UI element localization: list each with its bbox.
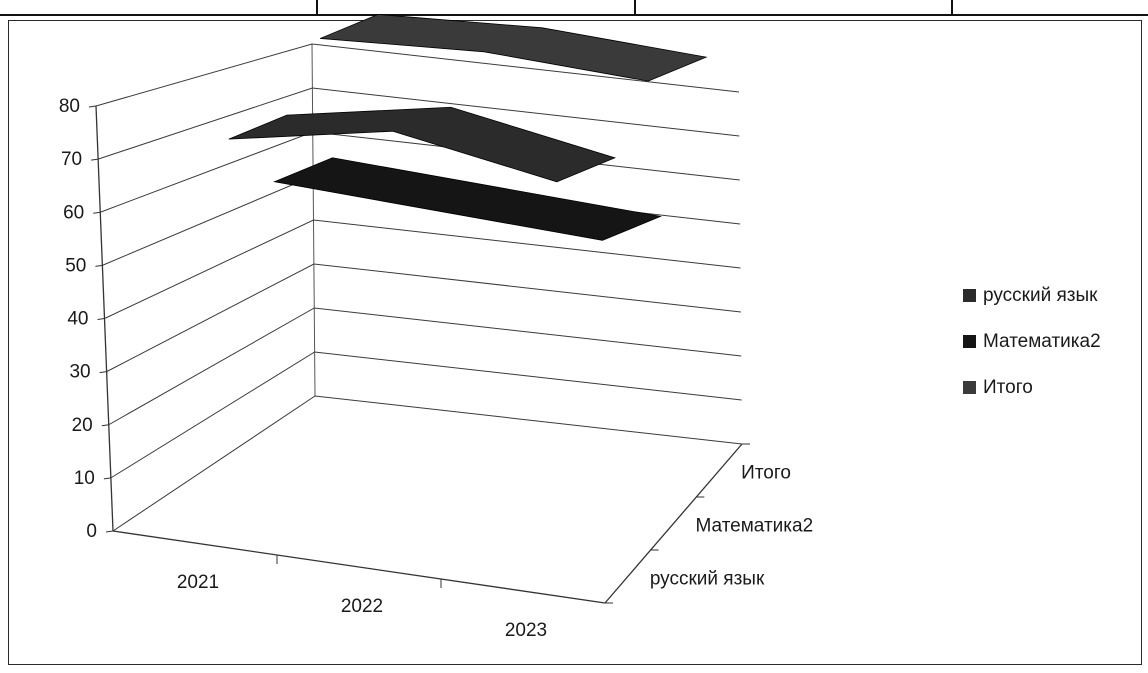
depth-tick-labels: русский язык Математика2 Итого	[650, 463, 813, 590]
gridline	[108, 307, 742, 426]
table-separator	[634, 0, 636, 15]
y-tick-labels: 0 10 20 30 40 50 60 70 80	[59, 96, 97, 542]
depth-axis-line	[604, 443, 743, 604]
x-tick-label: 2021	[177, 572, 219, 593]
depth-tick-label: Математика2	[696, 516, 814, 537]
depth-tick-label: русский язык	[650, 569, 765, 590]
y-tick-label: 80	[59, 96, 80, 117]
x-tick-label: 2022	[341, 596, 383, 617]
chart-frame	[8, 20, 1142, 665]
y-tick-mark	[99, 371, 107, 374]
y-tick-mark	[93, 211, 101, 214]
y-tick-mark	[91, 158, 99, 161]
gridline	[104, 219, 741, 319]
y-tick-mark	[97, 318, 105, 320]
y-tick-label: 60	[63, 202, 84, 223]
x-tick-labels: 2021 2022 2023	[177, 572, 547, 641]
legend-swatch	[963, 381, 976, 394]
x-axis-line	[112, 530, 606, 604]
y-tick-mark	[95, 264, 103, 267]
y-tick-label: 30	[69, 362, 90, 383]
y-tick-label: 10	[74, 468, 95, 489]
table-separator	[951, 0, 953, 15]
legend-label: Итого	[983, 377, 1033, 398]
gridline	[112, 395, 743, 532]
y-tick-label: 20	[72, 415, 93, 436]
legend: русский язык Математика2 Итого	[963, 285, 1101, 398]
y-tick-mark	[101, 424, 109, 427]
x-tick-label: 2023	[505, 620, 547, 641]
legend-label: русский язык	[983, 285, 1098, 306]
chart-series	[228, 14, 708, 241]
series-ribbon	[273, 157, 662, 241]
gridline	[95, 43, 740, 107]
y-tick-mark	[105, 530, 114, 533]
y-tick-mark	[103, 477, 111, 480]
series-ribbon	[320, 14, 708, 82]
y-tick-label: 0	[86, 521, 97, 542]
table-bottom-rule	[0, 14, 1148, 16]
y-tick-label: 40	[67, 309, 88, 330]
depth-tick-label: Итого	[741, 463, 791, 484]
y-tick-mark	[88, 105, 97, 108]
gridline	[110, 351, 742, 479]
y-tick-label: 50	[65, 255, 86, 276]
y-tick-label: 70	[61, 149, 82, 170]
legend-label: Математика2	[983, 331, 1101, 352]
gridline	[97, 87, 740, 160]
legend-swatch	[963, 335, 976, 348]
chart-axes	[88, 105, 750, 604]
legend-swatch	[963, 289, 976, 302]
gridline	[106, 263, 741, 373]
table-fragment	[0, 0, 1148, 16]
table-separator	[316, 0, 318, 15]
